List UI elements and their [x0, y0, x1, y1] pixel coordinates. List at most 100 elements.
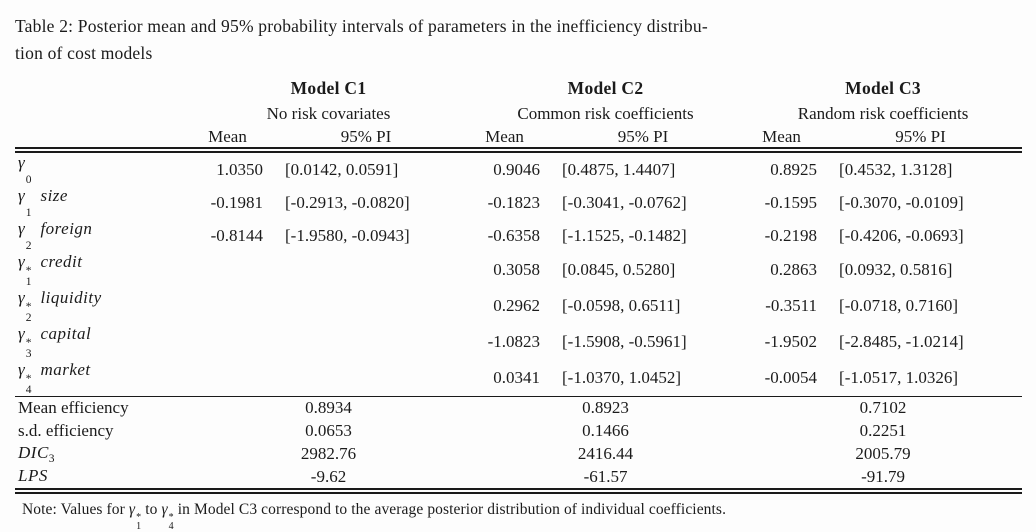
- gamma-superscript: *: [25, 337, 32, 349]
- gamma-superscript: *: [25, 373, 32, 385]
- model-c3-header: Model C3: [845, 77, 921, 98]
- c2-pi-value: [0.0845, 0.5280]: [562, 260, 676, 279]
- c3-pi-value: [-1.0517, 1.0326]: [819, 360, 1023, 397]
- c2-mean-value: -0.1823: [487, 192, 541, 212]
- c2-mean-value: 0.0341: [467, 360, 543, 397]
- param-label: γ 1 size: [15, 186, 190, 219]
- gamma-script-stack: * 2: [25, 301, 32, 324]
- c1-pi-value: [265, 288, 467, 324]
- gamma4star-inline: γ * 4: [161, 500, 173, 532]
- c3-summary-value: 0.2251: [859, 421, 907, 440]
- c2-summary-value: -61.57: [467, 465, 745, 494]
- summary-row-dic3: DIC3 2982.76 2416.44 2005.79: [15, 443, 1022, 466]
- c3-pi-value: [0.0932, 0.5816]: [839, 260, 953, 279]
- param-row-gamma2-foreign: γ 2 foreign -0.8144 [-1.9580, -0.0943] -0.…: [15, 219, 1022, 252]
- c1-mean-header: Mean: [190, 126, 265, 153]
- gamma-script-stack: * 1: [25, 265, 32, 288]
- param-label: γ 2 foreign: [15, 219, 190, 252]
- c1-mean-value: [190, 252, 265, 288]
- c1-mean-value: [190, 360, 265, 397]
- param-label: γ * 2 liquidity: [15, 288, 190, 324]
- summary-label: DIC3: [15, 443, 190, 466]
- c1-summary-value: 2982.76: [300, 444, 357, 463]
- c1-mean-value: -0.1981: [210, 192, 263, 212]
- note-middle: to: [141, 500, 162, 518]
- gamma-subscript: 4: [25, 384, 32, 396]
- c3-pi-value: [-0.0718, 0.7160]: [839, 296, 959, 315]
- summary-label: s.d. efficiency: [18, 421, 114, 440]
- summary-row-sd-efficiency: s.d. efficiency 0.0653 0.1466 0.2251: [15, 420, 1022, 443]
- param-label: γ * 1 credit: [15, 252, 190, 288]
- gamma-subscript: 0: [25, 174, 32, 186]
- c1-mean-value: [190, 324, 265, 360]
- summary-label: Mean efficiency: [18, 398, 129, 418]
- c2-mean-value: 0.2962: [493, 296, 541, 315]
- model-subtitle-row: No risk covariates Common risk coefficie…: [15, 101, 1022, 126]
- c2-summary-value: 0.1466: [582, 421, 629, 440]
- c3-pi-header: 95% PI: [819, 126, 1023, 153]
- summary-label-text: LPS: [18, 465, 48, 485]
- gamma-superscript: *: [25, 265, 32, 277]
- param-variable: foreign: [40, 219, 93, 238]
- gamma-script-stack: 2: [26, 230, 32, 252]
- c3-mean-value: -1.9502: [764, 332, 818, 351]
- gamma-subscript: 1: [25, 276, 32, 288]
- c2-summary-value: 0.8923: [582, 398, 629, 418]
- results-table: Model C1 Model C2 Model C3 No risk covar…: [15, 75, 1023, 494]
- gamma-subscript: 1: [25, 207, 32, 219]
- gamma-subscript: 4: [168, 521, 174, 532]
- caption-line-2: tion of cost models: [15, 43, 153, 63]
- c3-summary-value: 0.7102: [859, 398, 907, 418]
- gamma-script-stack: * 3: [25, 337, 32, 360]
- summary-row-lps: LPS -9.62 -61.57 -91.79: [15, 465, 1023, 494]
- c1-mean-value: 1.0350: [216, 159, 263, 179]
- model-c1-header: Model C1: [290, 77, 367, 98]
- c1-mean-value: [190, 288, 265, 324]
- summary-label-subscript: 3: [48, 453, 55, 465]
- c1-summary-value: 0.0653: [305, 421, 352, 440]
- gamma-symbol: γ: [18, 360, 25, 379]
- gamma-symbol: γ: [18, 288, 25, 307]
- c3-mean-value: 0.8925: [770, 159, 818, 179]
- c2-pi-value: [-0.3041, -0.0762]: [562, 192, 687, 212]
- c3-pi-value: [0.4532, 1.3128]: [839, 159, 953, 179]
- c1-pi-value: [-0.2913, -0.0820]: [285, 192, 410, 212]
- gamma-symbol: γ: [18, 324, 25, 343]
- gamma-subscript: 2: [25, 312, 32, 324]
- c1-mean-value: -0.8144: [210, 225, 263, 245]
- note-suffix: in Model C3 correspond to the average po…: [173, 500, 727, 518]
- summary-label-text: DIC: [18, 443, 49, 462]
- c2-mean-value: 0.3058: [493, 260, 541, 279]
- model-c3-subtitle: Random risk coefficients: [797, 103, 969, 123]
- caption-line-1: Table 2: Posterior mean and 95% probabil…: [15, 16, 708, 36]
- c1-pi-value: [265, 360, 468, 397]
- c2-pi-value: [0.4875, 1.4407]: [562, 159, 676, 179]
- column-header-row: Mean 95% PI Mean 95% PI Mean 95% PI: [15, 126, 1023, 153]
- c3-pi-value: [-0.3070, -0.0109]: [839, 192, 964, 212]
- model-c2-header: Model C2: [567, 77, 644, 98]
- param-row-gamma2star-liquidity: γ * 2 liquidity 0.2962 [-0.0598, 0.6511] -0…: [15, 288, 1022, 324]
- gamma-symbol: γ: [128, 500, 136, 518]
- c3-summary-value: 2005.79: [855, 444, 911, 463]
- param-label: γ * 4 market: [15, 360, 190, 397]
- c2-pi-value: [-1.5908, -0.5961]: [562, 332, 687, 351]
- empty-corner: [15, 126, 190, 153]
- summary-row-mean-efficiency: Mean efficiency 0.8934 0.8923 0.7102: [15, 397, 1022, 420]
- empty-corner: [15, 75, 190, 101]
- gamma-symbol: γ: [161, 500, 168, 518]
- c1-pi-value: [265, 324, 467, 360]
- param-row-gamma4star-market: γ * 4 market 0.0341 [-1.0370, 1.0452] -0.00…: [15, 360, 1023, 397]
- c3-mean-value: -0.0054: [744, 360, 820, 397]
- c2-mean-value: -1.0823: [487, 332, 541, 351]
- gamma-subscript: 1: [136, 521, 142, 532]
- c2-summary-value: 2416.44: [577, 444, 634, 463]
- param-variable: capital: [40, 324, 92, 343]
- c1-pi-value: [265, 252, 467, 288]
- c3-mean-value: -0.1595: [764, 192, 818, 212]
- c3-mean-value: 0.2863: [770, 260, 818, 279]
- c1-pi-value: [0.0142, 0.0591]: [285, 159, 399, 179]
- gamma-symbol: γ: [18, 219, 25, 238]
- model-c1-subtitle: No risk covariates: [266, 103, 391, 123]
- c2-mean-header: Mean: [467, 126, 543, 153]
